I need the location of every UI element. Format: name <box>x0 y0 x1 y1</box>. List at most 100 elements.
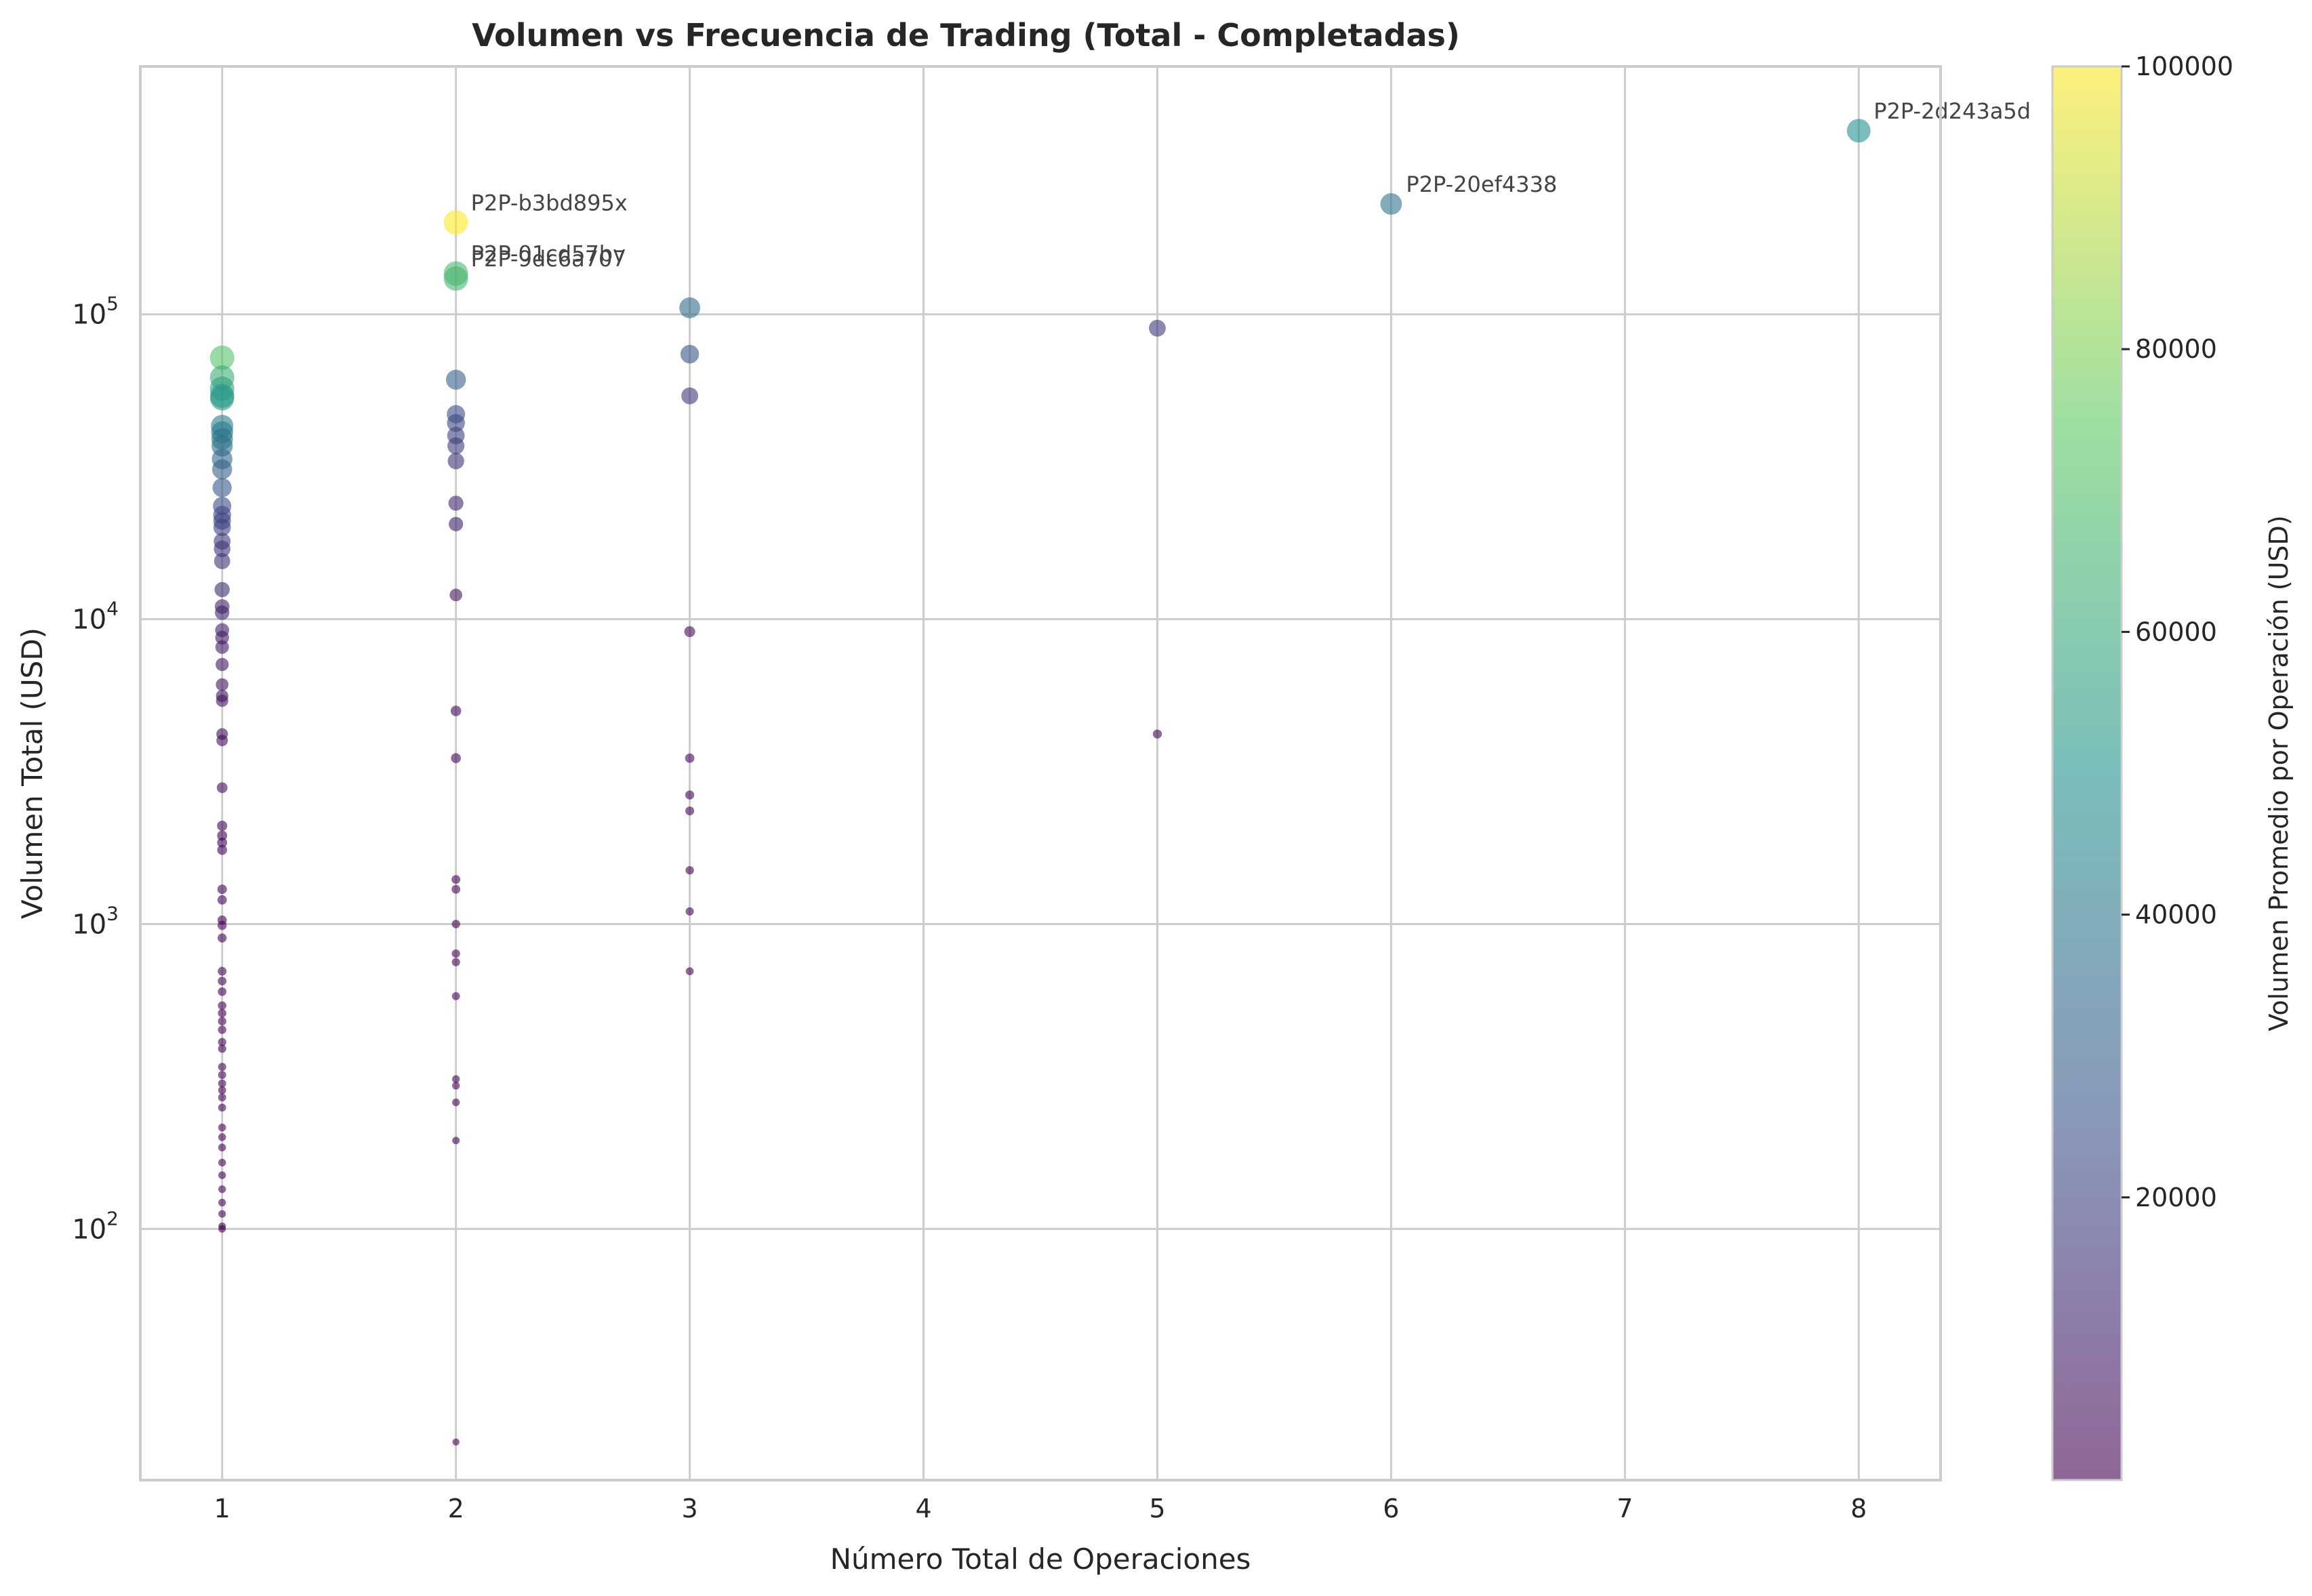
colorbar-tick-label: 100000 <box>2135 52 2233 81</box>
scatter-point <box>216 694 228 708</box>
scatter-point <box>218 1123 226 1132</box>
scatter-point <box>213 518 231 537</box>
scatter-point <box>218 1143 226 1151</box>
scatter-point <box>218 1038 226 1046</box>
scatter-point <box>216 782 228 794</box>
scatter-point <box>218 1171 226 1179</box>
x-tick-label: 4 <box>915 1494 931 1523</box>
scatter-point <box>218 1103 226 1112</box>
point-annotation: P2P-01cd57bv <box>471 241 626 267</box>
scatter-point <box>443 210 468 235</box>
scatter-point <box>218 1185 226 1193</box>
scatter-point <box>217 884 227 895</box>
x-tick-label: 7 <box>1617 1494 1633 1523</box>
scatter-point <box>685 753 695 763</box>
y-tick-label: 105 <box>72 293 119 331</box>
scatter-point <box>214 540 230 558</box>
scatter-point <box>685 790 695 800</box>
scatter-point <box>685 806 695 816</box>
scatter-point <box>218 1093 226 1102</box>
scatter-point <box>451 949 460 958</box>
scatter-point <box>452 1438 460 1446</box>
chart-title: Volumen vs Frecuencia de Trading (Total … <box>472 17 1460 54</box>
colorbar <box>2052 66 2122 1480</box>
x-axis-label: Número Total de Operaciones <box>830 1542 1251 1576</box>
point-annotation: P2P-2d243a5d <box>1873 98 2031 124</box>
x-tick-label: 2 <box>448 1494 464 1523</box>
scatter-point <box>451 991 460 1000</box>
scatter-point <box>218 1210 226 1218</box>
scatter-point <box>218 1071 226 1080</box>
scatter-point <box>685 866 694 875</box>
y-axis-ticks: 102 103 104 105 <box>72 293 119 1246</box>
scatter-point <box>209 345 235 370</box>
x-tick-label: 6 <box>1383 1494 1399 1523</box>
scatter-point <box>218 1225 226 1233</box>
scatter-point <box>218 1086 226 1094</box>
scatter-point <box>216 678 229 691</box>
scatter-point <box>215 605 230 620</box>
scatter-point <box>449 588 462 602</box>
point-annotation: P2P-9dc6a707 <box>471 246 626 272</box>
y-tick-label: 103 <box>72 902 119 940</box>
scatter-point <box>218 933 227 943</box>
scatter-point <box>684 626 695 638</box>
colorbar-ticks: 20000 40000 60000 80000 100000 <box>2122 52 2233 1212</box>
y-tick-label: 102 <box>72 1207 119 1245</box>
scatter-point <box>451 1075 460 1083</box>
x-axis-ticks: 1 2 3 4 5 6 7 8 <box>214 1494 1867 1523</box>
x-tick-label: 5 <box>1149 1494 1165 1523</box>
scatter-point <box>450 705 462 716</box>
scatter-point <box>214 581 230 598</box>
scatter-point <box>451 1082 460 1090</box>
scatter-point <box>218 1001 227 1010</box>
scatter-point <box>451 958 460 966</box>
scatter-point <box>218 1017 226 1026</box>
scatter-point <box>214 553 230 569</box>
scatter-point <box>445 369 466 390</box>
scatter-point <box>1380 193 1402 215</box>
plot-frame <box>139 65 1942 1481</box>
scatter-point <box>218 1025 226 1034</box>
x-tick-label: 1 <box>214 1494 230 1523</box>
scatter-point <box>218 966 227 976</box>
y-tick-label: 104 <box>72 598 119 636</box>
scatter-point <box>215 640 229 654</box>
scatter-point <box>212 478 232 497</box>
scatter-point <box>447 453 464 470</box>
scatter-point <box>1846 119 1871 143</box>
colorbar-label: Volumen Promedio por Operación (USD) <box>2264 515 2294 1031</box>
scatter-point <box>1152 729 1162 739</box>
scatter-point <box>451 875 461 884</box>
scatter-point <box>451 884 461 894</box>
scatter-point <box>218 1063 226 1071</box>
grid-lines <box>140 66 1941 1480</box>
scatter-point <box>680 344 699 364</box>
data-points <box>209 119 1871 1446</box>
scatter-point <box>443 266 468 291</box>
scatter-point <box>218 1079 226 1088</box>
colorbar-tick-label: 80000 <box>2135 334 2217 364</box>
y-axis-label: Volumen Total (USD) <box>16 628 49 919</box>
scatter-point <box>217 844 228 855</box>
scatter-point <box>218 1044 226 1053</box>
scatter-point <box>215 630 229 644</box>
scatter-point <box>679 297 700 319</box>
scatter-point <box>1149 319 1166 337</box>
point-annotation: P2P-b3bd895x <box>471 190 628 216</box>
scatter-point <box>218 1133 226 1141</box>
scatter-point <box>217 920 227 930</box>
scatter-point <box>447 437 465 455</box>
scatter-point <box>217 837 228 848</box>
scatter-point <box>685 967 694 976</box>
scatter-point <box>218 1158 226 1167</box>
colorbar-tick-label: 20000 <box>2135 1183 2217 1212</box>
scatter-point <box>209 386 235 411</box>
scatter-point <box>218 1008 226 1018</box>
colorbar-tick-label: 40000 <box>2135 900 2217 930</box>
scatter-point <box>217 830 228 841</box>
scatter-point <box>218 1198 226 1207</box>
scatter-point <box>447 413 465 432</box>
